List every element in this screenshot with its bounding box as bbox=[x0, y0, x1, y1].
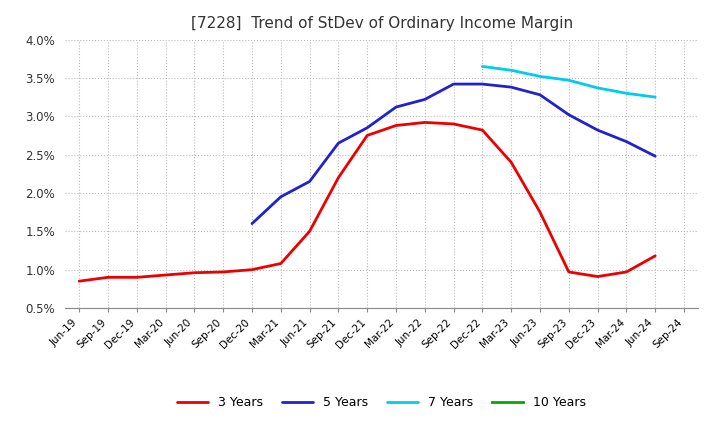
5 Years bbox=[593, 128, 602, 133]
5 Years bbox=[363, 125, 372, 130]
3 Years bbox=[161, 272, 170, 278]
3 Years bbox=[564, 269, 573, 275]
5 Years bbox=[392, 104, 400, 110]
7 Years bbox=[622, 91, 631, 96]
3 Years bbox=[132, 275, 141, 280]
5 Years bbox=[276, 194, 285, 199]
5 Years bbox=[536, 92, 544, 97]
5 Years bbox=[334, 140, 343, 146]
5 Years bbox=[449, 81, 458, 87]
3 Years bbox=[190, 270, 199, 275]
7 Years bbox=[478, 64, 487, 69]
Line: 3 Years: 3 Years bbox=[79, 122, 655, 281]
Legend: 3 Years, 5 Years, 7 Years, 10 Years: 3 Years, 5 Years, 7 Years, 10 Years bbox=[172, 392, 591, 414]
7 Years bbox=[651, 95, 660, 100]
3 Years bbox=[420, 120, 429, 125]
5 Years bbox=[564, 112, 573, 117]
3 Years bbox=[276, 261, 285, 266]
3 Years bbox=[75, 279, 84, 284]
7 Years bbox=[536, 74, 544, 79]
5 Years bbox=[478, 81, 487, 87]
3 Years bbox=[363, 133, 372, 138]
3 Years bbox=[651, 253, 660, 258]
5 Years bbox=[507, 84, 516, 90]
3 Years bbox=[219, 269, 228, 275]
Line: 7 Years: 7 Years bbox=[482, 66, 655, 97]
3 Years bbox=[248, 267, 256, 272]
3 Years bbox=[622, 269, 631, 275]
7 Years bbox=[564, 77, 573, 83]
5 Years bbox=[420, 97, 429, 102]
3 Years bbox=[507, 160, 516, 165]
5 Years bbox=[248, 221, 256, 226]
7 Years bbox=[593, 85, 602, 91]
3 Years bbox=[536, 209, 544, 215]
3 Years bbox=[449, 121, 458, 127]
3 Years bbox=[334, 175, 343, 180]
5 Years bbox=[651, 154, 660, 159]
3 Years bbox=[478, 128, 487, 133]
7 Years bbox=[507, 68, 516, 73]
3 Years bbox=[392, 123, 400, 128]
Line: 5 Years: 5 Years bbox=[252, 84, 655, 224]
5 Years bbox=[305, 179, 314, 184]
3 Years bbox=[593, 274, 602, 279]
3 Years bbox=[104, 275, 112, 280]
Title: [7228]  Trend of StDev of Ordinary Income Margin: [7228] Trend of StDev of Ordinary Income… bbox=[191, 16, 572, 32]
3 Years bbox=[305, 229, 314, 234]
5 Years bbox=[622, 139, 631, 144]
